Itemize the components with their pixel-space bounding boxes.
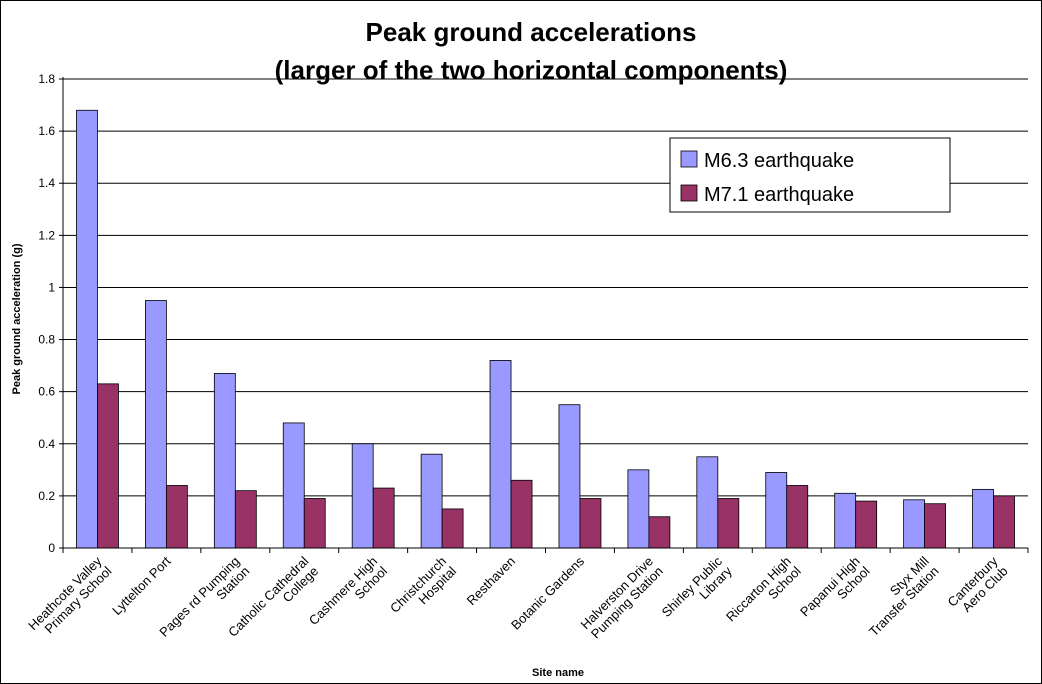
bar-m71 [234,490,257,549]
y-tick-label: 1.8 [38,72,55,86]
legend-label: M7.1 earthquake [704,184,854,206]
bars [76,109,1015,549]
bar-m71 [786,485,809,549]
bar-m71 [855,500,878,549]
bar-m63 [213,373,236,549]
bar-m63 [558,404,581,549]
bar-m63 [834,492,857,549]
category-label: Papanui HighSchool [797,553,873,629]
bar-m71 [924,503,947,549]
category-label-line: Lyttelton Port [109,553,174,618]
bar-m71 [441,508,464,549]
y-tick-label: 0 [48,541,55,555]
legend-box [669,137,951,213]
legend-swatch [680,150,698,168]
x-axis-title: Site name [532,667,584,679]
bar-m71 [97,383,119,549]
y-tick-label: 1.4 [38,176,55,190]
category-label: Lyttelton Port [109,553,174,618]
legend: M6.3 earthquake M7.1 earthquake [669,137,951,213]
legend-label: M6.3 earthquake [704,150,854,172]
bar-m71 [165,485,188,549]
y-axis-title: Peak ground acceleration (g) [11,243,23,394]
bar-m63 [972,488,994,549]
bar-m63 [489,359,512,549]
chart-title-line-2: (larger of the two horizontal components… [275,55,788,85]
bar-m71 [510,479,533,549]
bar-m71 [579,498,602,549]
category-label: CanterburyAero Club [945,553,1011,619]
bar-m63 [144,300,167,549]
y-tick-label: 1.2 [38,228,55,242]
y-tick-label: 0.2 [38,489,55,503]
category-labels: Heathcote ValleyPrimary SchoolLyttelton … [25,553,1011,643]
bar-m71 [372,487,395,549]
category-label: Botanic Gardens [508,553,587,632]
bar-m63 [420,453,443,549]
legend-swatch [680,184,698,202]
category-label: Riccarton HighSchool [723,553,804,634]
bar-m71 [993,495,1015,549]
category-label: Halverston DrivePumping Station [577,554,665,642]
bar-m71 [648,516,671,549]
y-tick-label: 0.8 [38,333,55,347]
bar-m71 [717,498,740,549]
category-label: Shirley PublicLibrary [659,553,736,630]
bar-m63 [696,456,719,549]
y-tick-label: 1.6 [38,124,55,138]
y-tick-label: 0.6 [38,385,55,399]
chart-title-line-1: Peak ground accelerations [366,17,697,47]
category-label: Heathcote ValleyPrimary School [25,553,115,643]
bar-m63 [282,422,305,549]
axes: 0 0.2 0.4 0.6 0.8 1 1.2 1.4 1.6 1.8 [38,72,1029,555]
bar-m63 [627,469,650,549]
y-tick-label: 0.4 [38,437,55,451]
bar-m63 [76,109,98,549]
y-tick-label: 1 [48,280,55,294]
category-label: Resthaven [464,554,519,609]
category-label: ChristchurchHospital [387,553,459,625]
bar-m63 [351,443,374,549]
bar-m71 [303,498,326,549]
category-label-line: Resthaven [464,554,519,609]
category-label: Cashmere HighSchool [306,553,390,637]
category-label-line: Botanic Gardens [508,553,587,632]
category-label: Styx MillTransfer Station [856,553,942,639]
bar-m63 [765,472,788,549]
bar-m63 [903,499,926,549]
